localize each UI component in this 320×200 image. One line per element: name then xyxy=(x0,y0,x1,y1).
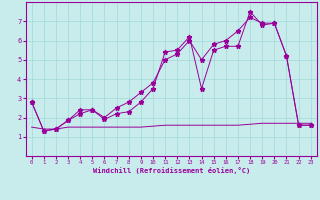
X-axis label: Windchill (Refroidissement éolien,°C): Windchill (Refroidissement éolien,°C) xyxy=(92,167,250,174)
